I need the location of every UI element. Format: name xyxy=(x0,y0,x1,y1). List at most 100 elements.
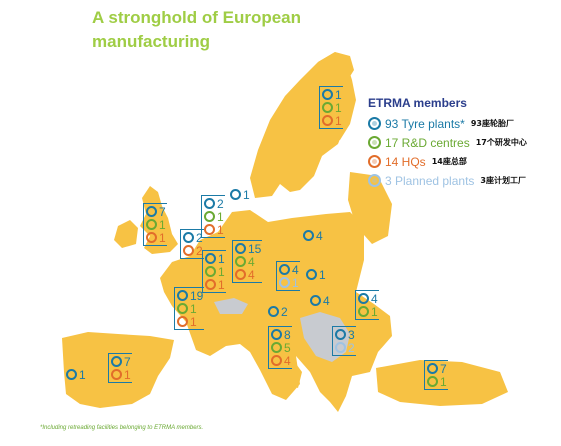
badge-sweden: 1 xyxy=(230,188,250,201)
planned-plant-icon xyxy=(368,174,381,187)
badge-row-tyre: 2 xyxy=(268,305,288,318)
badge-row-tyre: 7 xyxy=(111,355,131,368)
tyre-plant-icon xyxy=(303,230,314,241)
badge-row-hq: 2 xyxy=(183,244,203,257)
badge-row-hq: 1 xyxy=(111,368,131,381)
tyre-plant-icon xyxy=(183,232,194,243)
badge-value: 4 xyxy=(248,267,255,282)
tyre-plant-icon xyxy=(177,290,188,301)
legend-item-planned: 3 Planned plants 3座计划工厂 xyxy=(368,171,558,190)
legend: ETRMA members 93 Tyre plants* 93座轮胎厂 17 … xyxy=(368,96,558,190)
badge-row-tyre: 2 xyxy=(204,197,224,210)
badge-value: 1 xyxy=(159,217,166,232)
badge-row-tyre: 1 xyxy=(66,368,86,381)
legend-item-tyre: 93 Tyre plants* 93座轮胎厂 xyxy=(368,114,558,133)
badge-row-tyre: 2 xyxy=(183,231,203,244)
badge-row-tyre: 1 xyxy=(322,88,342,101)
badge-row-tyre: 4 xyxy=(358,292,378,305)
badge-value: 2 xyxy=(281,304,288,319)
badge-value: 4 xyxy=(248,254,255,269)
badge-row-tyre: 4 xyxy=(279,263,299,276)
badge-value: 1 xyxy=(335,100,342,115)
badge-value: 1 xyxy=(124,367,131,382)
badge-value: 1 xyxy=(335,113,342,128)
badge-row-tyre: 1 xyxy=(205,252,225,265)
rd-centre-icon xyxy=(427,376,438,387)
badge-austria: 2 xyxy=(268,305,288,318)
hq-icon xyxy=(204,224,215,235)
rd-centre-icon xyxy=(146,219,157,230)
hq-icon xyxy=(111,369,122,380)
badge-row-tyre: 4 xyxy=(310,294,330,307)
badge-row-tyre: 8 xyxy=(271,328,291,341)
badge-row-rd: 1 xyxy=(358,305,378,318)
badge-value: 1 xyxy=(190,301,197,316)
land-turkey xyxy=(376,360,508,406)
legend-label: 93 Tyre plants* xyxy=(385,116,465,131)
legend-label: 14 HQs xyxy=(385,154,426,169)
legend-label: 17 R&D centres xyxy=(385,135,470,150)
badge-row-rd: 1 xyxy=(204,210,224,223)
badge-row-rd: 4 xyxy=(235,255,261,268)
badge-row-hq: 1 xyxy=(322,114,342,127)
hq-icon xyxy=(322,115,333,126)
badge-value: 1 xyxy=(217,222,224,237)
legend-title: ETRMA members xyxy=(368,96,467,110)
legend-cn-label: 93座轮胎厂 xyxy=(470,119,514,128)
rd-centre-icon xyxy=(204,211,215,222)
badge-row-rd: 1 xyxy=(177,302,203,315)
badge-value: 1 xyxy=(218,251,225,266)
badge-row-tyre: 15 xyxy=(235,242,261,255)
badge-value: 2 xyxy=(348,340,355,355)
hq-icon xyxy=(368,155,381,168)
badge-value: 1 xyxy=(79,367,86,382)
badge-value: 4 xyxy=(284,353,291,368)
tyre-plant-icon xyxy=(427,363,438,374)
badge-value: 1 xyxy=(319,267,326,282)
badge-row-tyre: 1 xyxy=(306,268,326,281)
tyre-plant-icon xyxy=(230,189,241,200)
rd-centre-icon xyxy=(271,342,282,353)
tyre-plant-icon xyxy=(368,117,381,130)
badge-row-hq: 1 xyxy=(205,278,225,291)
tyre-plant-icon xyxy=(66,369,77,380)
legend-item-hq: 14 HQs 14座总部 xyxy=(368,152,558,171)
badge-row-rd: 1 xyxy=(322,101,342,114)
badge-value: 2 xyxy=(217,196,224,211)
badge-value: 7 xyxy=(440,361,447,376)
hq-icon xyxy=(183,245,194,256)
badge-value: 1 xyxy=(440,374,447,389)
tyre-plant-icon xyxy=(111,356,122,367)
badge-row-rd: 1 xyxy=(146,218,166,231)
badge-value: 1 xyxy=(218,264,225,279)
legend-cn-label: 17个研发中心 xyxy=(475,138,527,147)
badge-row-rd: 1 xyxy=(427,375,447,388)
hq-icon xyxy=(235,269,246,280)
badge-row-tyre: 3 xyxy=(335,328,355,341)
tyre-plant-icon xyxy=(358,293,369,304)
badge-row-tyre: 7 xyxy=(427,362,447,375)
planned-plant-icon xyxy=(279,277,290,288)
legend-cn-label: 14座总部 xyxy=(431,157,467,166)
badge-value: 7 xyxy=(124,354,131,369)
badge-slovakia: 1 xyxy=(306,268,326,281)
land-ireland xyxy=(114,220,138,248)
badge-row-hq: 1 xyxy=(204,223,224,236)
tyre-plant-icon xyxy=(146,206,157,217)
badge-value: 1 xyxy=(292,275,299,290)
badge-poland: 4 xyxy=(303,229,323,242)
tyre-plant-icon xyxy=(235,243,246,254)
badge-value: 2 xyxy=(196,230,203,245)
badge-row-tyre: 7 xyxy=(146,205,166,218)
badge-value: 19 xyxy=(190,288,204,303)
land-east xyxy=(348,172,392,244)
legend-item-rd: 17 R&D centres 17个研发中心 xyxy=(368,133,558,152)
badge-value: 4 xyxy=(316,228,323,243)
badge-value: 4 xyxy=(371,291,378,306)
